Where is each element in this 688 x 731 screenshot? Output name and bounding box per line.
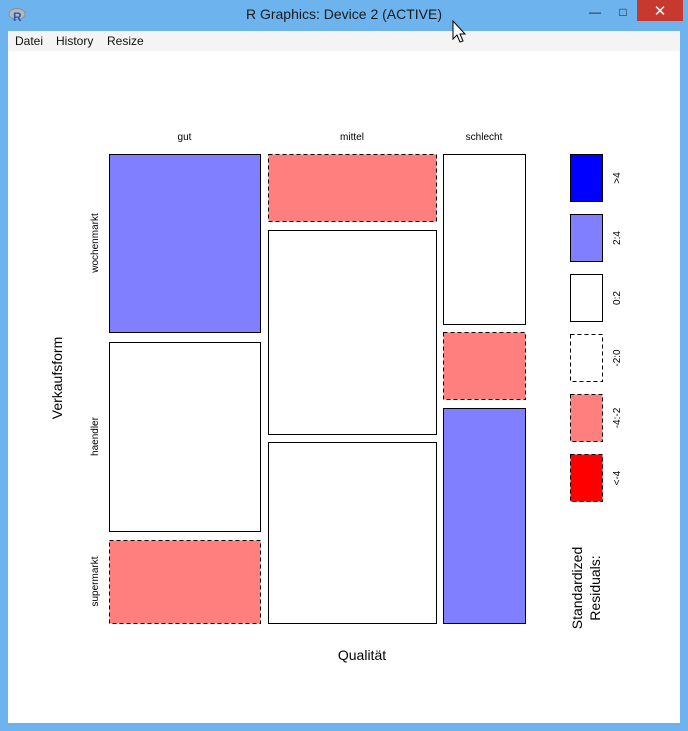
- minimize-button[interactable]: —: [589, 5, 601, 19]
- mosaic-cell-gut-supermarkt: [109, 540, 261, 624]
- x-category-label-schlecht: schlecht: [466, 132, 503, 143]
- legend-swatch-1: [570, 214, 603, 262]
- svg-text:R: R: [13, 10, 22, 24]
- title-bar[interactable]: R R Graphics: Device 2 (ACTIVE) — □ ✕: [0, 0, 688, 31]
- mosaic-cell-schlecht-wochenmarkt: [443, 154, 526, 325]
- legend-label-5: <-4: [612, 470, 623, 485]
- legend-label-1: 2:4: [612, 231, 623, 245]
- mosaic-plot: gut mittel schlecht wochenmarkt haendler supe…: [49, 132, 623, 663]
- y-axis-label: Verkaufsform: [49, 337, 65, 419]
- mosaic-cell-gut-wochenmarkt: [109, 154, 261, 333]
- menu-history[interactable]: History: [56, 34, 94, 48]
- mosaic-cell-mittel-supermarkt: [268, 442, 437, 624]
- menu-resize[interactable]: Resize: [107, 34, 144, 48]
- legend-swatch-4: [570, 394, 603, 442]
- legend-title-line2: Residuals:: [587, 555, 603, 620]
- menu-datei[interactable]: Datei: [15, 34, 44, 48]
- mosaic-cell-schlecht-supermarkt: [443, 408, 526, 624]
- maximize-button[interactable]: □: [619, 5, 627, 19]
- mosaic-cell-mittel-haendler: [268, 230, 437, 435]
- legend-label-4: -4:-2: [612, 407, 623, 428]
- y-category-label-wochenmarkt: wochenmarkt: [90, 213, 101, 274]
- legend-label-2: 0:2: [612, 291, 623, 305]
- mouse-cursor-icon: [452, 20, 467, 43]
- menu-bar: Datei History Resize: [8, 31, 680, 51]
- r-logo-icon: R: [8, 8, 26, 24]
- legend-swatch-3: [570, 334, 603, 382]
- x-category-label-mittel: mittel: [340, 132, 364, 143]
- legend-label-0: >4: [612, 172, 623, 184]
- legend-label-3: -2:0: [612, 349, 623, 367]
- legend-title-line1: Standardized: [569, 547, 585, 630]
- plot-area: gut mittel schlecht wochenmarkt haendler supe…: [8, 51, 680, 723]
- mosaic-cell-gut-haendler: [109, 342, 261, 532]
- window-title: R Graphics: Device 2 (ACTIVE): [245, 6, 443, 22]
- close-button[interactable]: ✕: [637, 0, 683, 21]
- legend-swatch-2: [570, 274, 603, 322]
- legend-swatch-0: [570, 154, 603, 202]
- mosaic-cell-schlecht-haendler: [443, 332, 526, 400]
- legend-swatch-5: [570, 454, 603, 502]
- mosaic-cell-mittel-wochenmarkt: [268, 154, 437, 222]
- y-category-label-supermarkt: supermarkt: [90, 556, 101, 606]
- y-category-label-haendler: haendler: [90, 416, 101, 456]
- x-category-label-gut: gut: [178, 132, 192, 143]
- x-axis-label: Qualität: [338, 647, 386, 663]
